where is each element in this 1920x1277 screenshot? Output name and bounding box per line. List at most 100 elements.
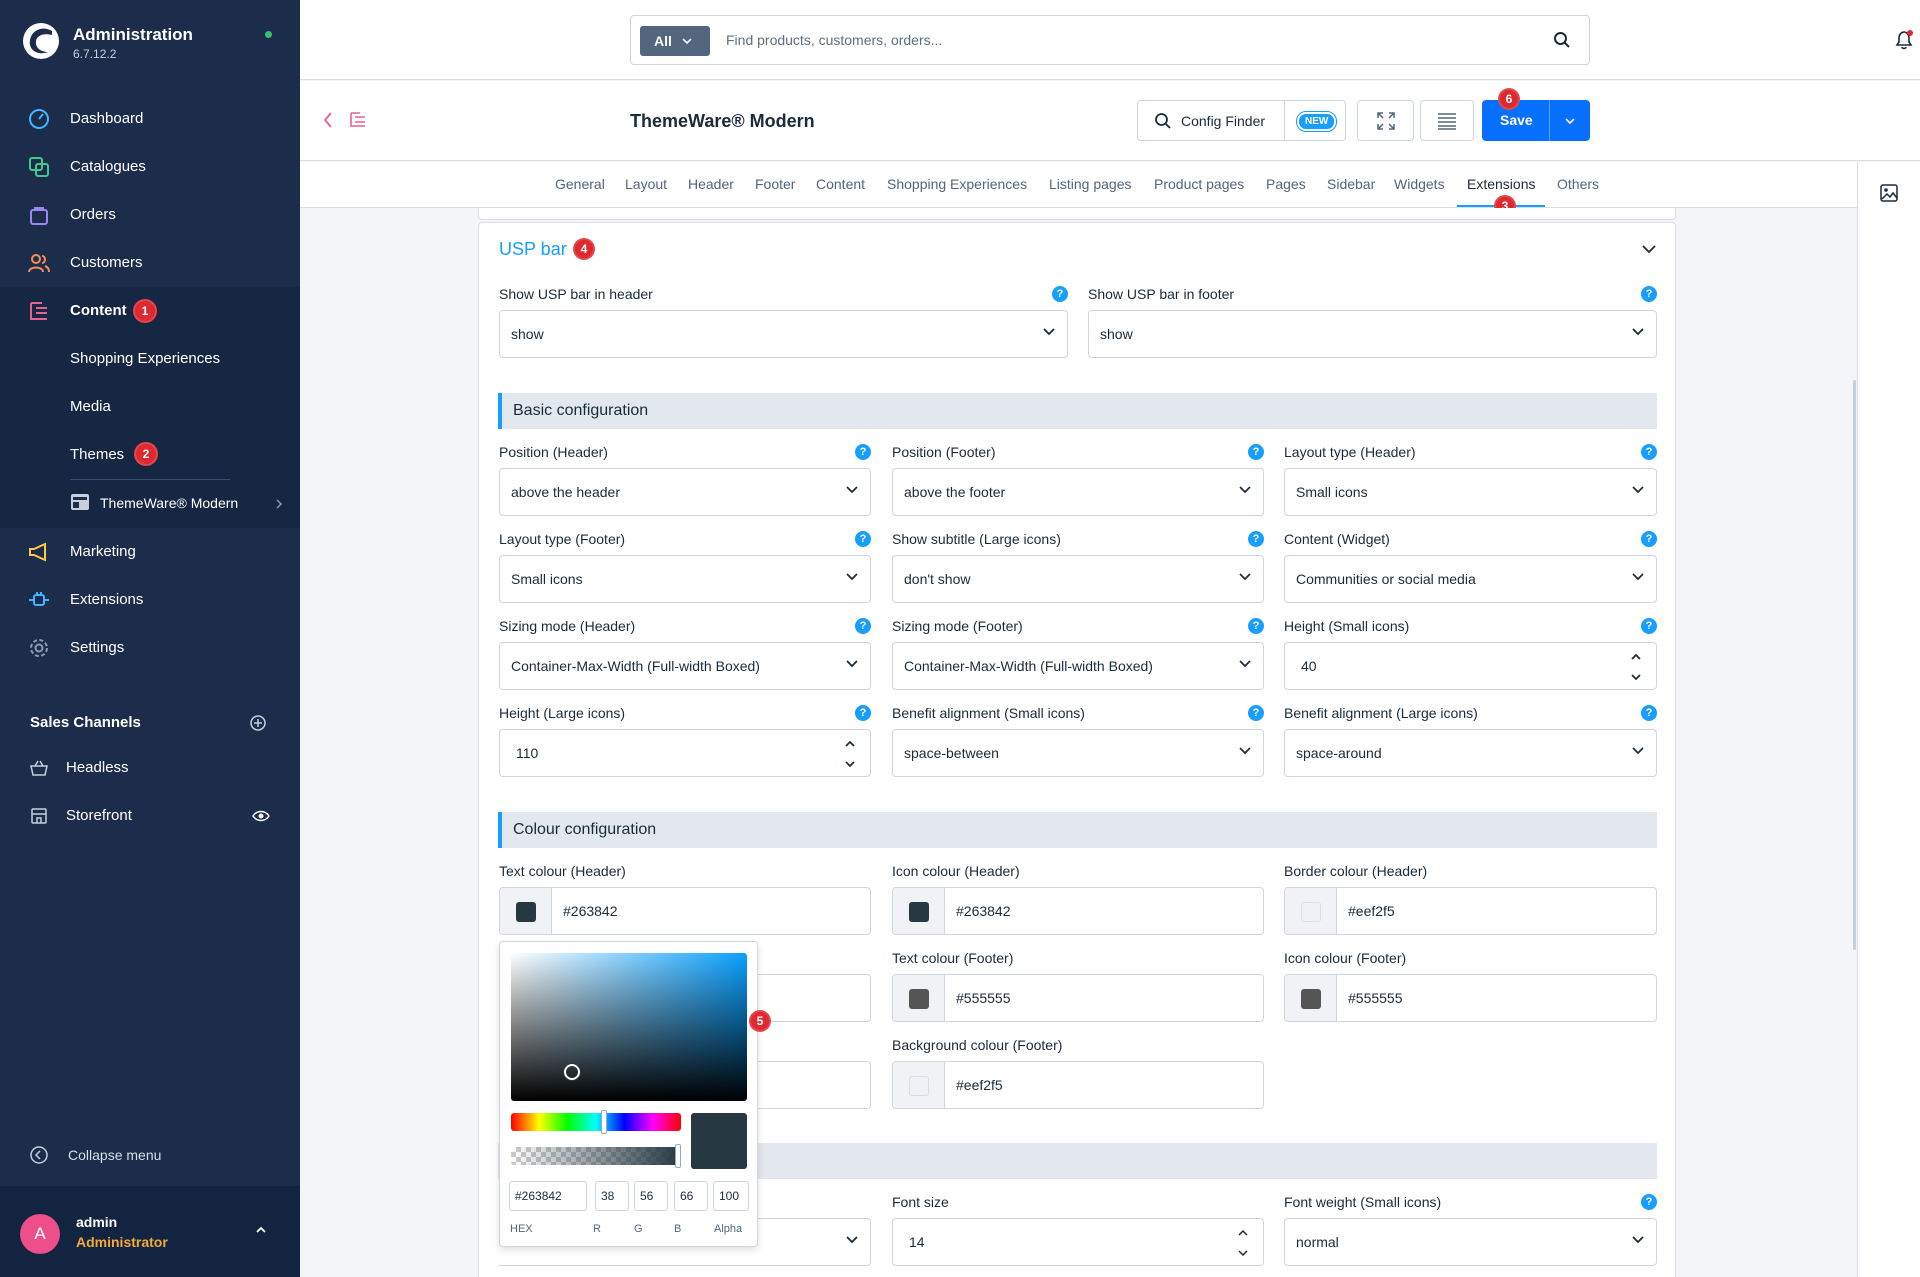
tab-others[interactable]: Others bbox=[1557, 176, 1600, 192]
scrollbar[interactable] bbox=[1853, 380, 1856, 950]
number-stepper[interactable]: 110 bbox=[499, 729, 871, 777]
tab-product-pages[interactable]: Product pages bbox=[1154, 176, 1245, 192]
color-picker-popover[interactable]: #263842 38 56 66 100 HEX R G B Alpha bbox=[499, 941, 758, 1247]
select-field[interactable]: above the footer bbox=[892, 468, 1264, 516]
colour-swatch-button[interactable] bbox=[893, 888, 945, 934]
font-size-stepper[interactable]: 14 bbox=[892, 1218, 1264, 1266]
help-icon[interactable]: ? bbox=[855, 531, 871, 547]
help-icon[interactable]: ? bbox=[1641, 705, 1657, 721]
search-input[interactable]: Find products, customers, orders... bbox=[726, 32, 943, 48]
hue-slider-handle[interactable] bbox=[601, 1110, 607, 1134]
sidebar-item-themes[interactable]: Themes bbox=[70, 446, 125, 463]
font-weight-select[interactable]: normal bbox=[1284, 1218, 1657, 1266]
colour-swatch-button[interactable] bbox=[1285, 975, 1337, 1021]
config-finder-button[interactable]: Config Finder NEW bbox=[1137, 100, 1346, 141]
tab-sidebar[interactable]: Sidebar bbox=[1327, 176, 1376, 192]
help-icon[interactable]: ? bbox=[1052, 286, 1068, 302]
colour-swatch-button[interactable] bbox=[500, 888, 552, 934]
stepper-arrows-icon[interactable] bbox=[1237, 1228, 1249, 1258]
save-button[interactable]: Save bbox=[1482, 100, 1590, 141]
global-search[interactable]: All Find products, customers, orders... bbox=[630, 15, 1590, 65]
tab-pages[interactable]: Pages bbox=[1266, 176, 1306, 192]
help-icon[interactable]: ? bbox=[1248, 531, 1264, 547]
sidebar-item-customers[interactable]: Customers bbox=[0, 239, 300, 287]
sidebar-item-dashboard[interactable]: Dashboard bbox=[0, 95, 300, 143]
layout-toggle-button[interactable] bbox=[1420, 100, 1474, 141]
sidebar-item-settings[interactable]: Settings bbox=[0, 624, 300, 672]
sidebar-item-orders[interactable]: Orders bbox=[0, 191, 300, 239]
stepper-arrows-icon[interactable] bbox=[844, 739, 856, 769]
chevron-down-icon[interactable] bbox=[1641, 244, 1657, 254]
stepper-arrows-icon[interactable] bbox=[1630, 652, 1642, 682]
help-icon[interactable]: ? bbox=[1641, 531, 1657, 547]
help-icon[interactable]: ? bbox=[1641, 286, 1657, 302]
hue-slider[interactable] bbox=[511, 1113, 681, 1131]
image-icon[interactable] bbox=[1880, 184, 1898, 202]
help-icon[interactable]: ? bbox=[855, 618, 871, 634]
hex-input[interactable]: #263842 bbox=[509, 1181, 587, 1211]
select-field[interactable]: Container-Max-Width (Full-width Boxed) bbox=[892, 642, 1264, 690]
tab-listing-pages[interactable]: Listing pages bbox=[1049, 176, 1132, 192]
help-icon[interactable]: ? bbox=[1641, 618, 1657, 634]
card-title[interactable]: USP bar bbox=[499, 239, 567, 259]
alpha-input[interactable]: 100 bbox=[713, 1181, 749, 1211]
sidebar-item-theme-modern[interactable]: ThemeWare® Modern bbox=[70, 493, 283, 515]
sidebar-item-extensions[interactable]: Extensions bbox=[0, 576, 300, 624]
colour-input[interactable]: #555555 bbox=[1284, 974, 1657, 1022]
sidebar-item-media[interactable]: Media bbox=[70, 398, 111, 415]
tab-layout[interactable]: Layout bbox=[625, 176, 668, 192]
alpha-slider[interactable] bbox=[511, 1147, 681, 1165]
sidebar-item-shopping-experiences[interactable]: Shopping Experiences bbox=[70, 350, 221, 367]
select-field[interactable]: Small icons bbox=[1284, 468, 1657, 516]
add-sales-channel-icon[interactable] bbox=[250, 715, 266, 731]
show-usp-footer-select[interactable]: show bbox=[1088, 310, 1657, 358]
alpha-slider-handle[interactable] bbox=[675, 1144, 681, 1168]
colour-input[interactable]: #263842 bbox=[892, 887, 1264, 935]
colour-input[interactable]: #555555 bbox=[892, 974, 1264, 1022]
tab-shopping-experiences[interactable]: Shopping Experiences bbox=[887, 176, 1028, 192]
colour-input[interactable]: #eef2f5 bbox=[1284, 887, 1657, 935]
help-icon[interactable]: ? bbox=[1248, 618, 1264, 634]
help-icon[interactable]: ? bbox=[1641, 1194, 1657, 1210]
saturation-area[interactable] bbox=[511, 953, 747, 1101]
sidebar-item-storefront[interactable]: Storefront bbox=[0, 792, 300, 840]
colour-swatch-button[interactable] bbox=[893, 975, 945, 1021]
notification-bell-icon[interactable] bbox=[1893, 29, 1915, 51]
show-usp-header-select[interactable]: show bbox=[499, 310, 1068, 358]
search-icon[interactable] bbox=[1553, 31, 1571, 49]
saturation-handle[interactable] bbox=[564, 1064, 580, 1080]
green-input[interactable]: 56 bbox=[634, 1181, 668, 1211]
colour-input[interactable]: #263842 bbox=[499, 887, 871, 935]
chevron-down-icon[interactable] bbox=[1565, 118, 1575, 124]
select-field[interactable]: Small icons bbox=[499, 555, 871, 603]
eye-icon[interactable] bbox=[252, 810, 270, 822]
collapse-menu-button[interactable]: Collapse menu bbox=[0, 1138, 300, 1174]
sidebar-item-content[interactable]: Content 1 bbox=[0, 287, 300, 335]
colour-swatch-button[interactable] bbox=[1285, 888, 1337, 934]
colour-swatch-button[interactable] bbox=[893, 1062, 945, 1108]
sidebar-item-headless[interactable]: Headless bbox=[0, 744, 300, 792]
sidebar-item-marketing[interactable]: Marketing bbox=[0, 528, 300, 576]
tab-content[interactable]: Content bbox=[816, 176, 866, 192]
help-icon[interactable]: ? bbox=[1248, 705, 1264, 721]
avatar[interactable]: A bbox=[20, 1214, 60, 1254]
chevron-up-icon[interactable] bbox=[255, 1226, 267, 1234]
tab-extensions[interactable]: Extensions bbox=[1467, 176, 1536, 192]
search-scope-dropdown[interactable]: All bbox=[640, 26, 710, 56]
tab-widgets[interactable]: Widgets bbox=[1394, 176, 1445, 192]
help-icon[interactable]: ? bbox=[1248, 444, 1264, 460]
select-field[interactable]: space-between bbox=[892, 729, 1264, 777]
number-stepper[interactable]: 40 bbox=[1284, 642, 1657, 690]
select-field[interactable]: Container-Max-Width (Full-width Boxed) bbox=[499, 642, 871, 690]
tab-header[interactable]: Header bbox=[688, 176, 734, 192]
sidebar-item-catalogues[interactable]: Catalogues bbox=[0, 143, 300, 191]
back-arrow-icon[interactable] bbox=[322, 111, 334, 129]
colour-input[interactable]: #eef2f5 bbox=[892, 1061, 1264, 1109]
red-input[interactable]: 38 bbox=[595, 1181, 629, 1211]
select-field[interactable]: Communities or social media bbox=[1284, 555, 1657, 603]
select-field[interactable]: above the header bbox=[499, 468, 871, 516]
select-field[interactable]: don't show bbox=[892, 555, 1264, 603]
help-icon[interactable]: ? bbox=[1641, 444, 1657, 460]
select-field[interactable]: space-around bbox=[1284, 729, 1657, 777]
tab-general[interactable]: General bbox=[555, 176, 605, 192]
